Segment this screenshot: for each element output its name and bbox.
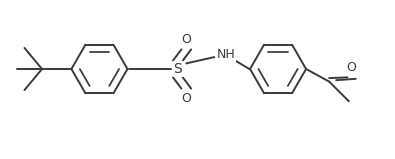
Text: S: S	[173, 62, 182, 76]
Text: O: O	[181, 92, 191, 105]
Text: O: O	[181, 33, 191, 46]
Text: NH: NH	[216, 48, 235, 62]
Text: O: O	[347, 61, 357, 74]
